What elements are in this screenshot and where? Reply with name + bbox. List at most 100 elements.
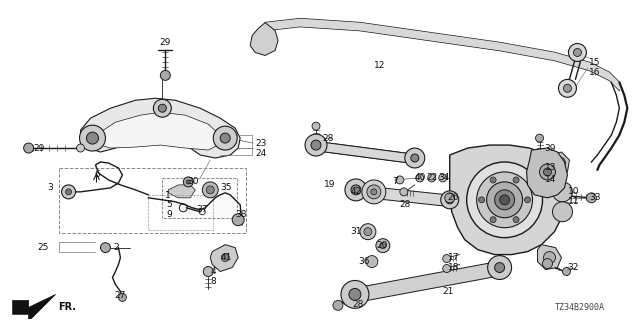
Circle shape [543,252,556,264]
Circle shape [380,243,386,249]
Circle shape [376,239,390,252]
Polygon shape [250,23,278,55]
Circle shape [77,144,84,152]
Text: 18: 18 [448,263,460,272]
Polygon shape [354,185,452,207]
Text: 9: 9 [166,210,172,219]
Polygon shape [430,33,500,51]
Circle shape [554,157,566,169]
Polygon shape [500,43,554,60]
Circle shape [536,134,543,142]
Bar [163,178,237,218]
Circle shape [563,268,570,276]
Bar [148,195,213,230]
Circle shape [490,217,496,223]
Text: 42: 42 [351,188,362,196]
Polygon shape [210,244,238,271]
Circle shape [213,126,237,150]
Text: TZ34B2900A: TZ34B2900A [554,303,604,312]
Text: 16: 16 [589,68,601,77]
Circle shape [362,180,386,204]
Text: 11: 11 [568,197,579,206]
Text: 5: 5 [166,200,172,209]
Text: 28: 28 [399,200,410,209]
Text: 4: 4 [210,267,216,276]
Circle shape [312,122,320,130]
Text: 31: 31 [351,227,362,236]
Text: 28: 28 [352,300,364,309]
Circle shape [439,174,447,182]
Text: 24: 24 [255,148,266,157]
Circle shape [428,174,436,182]
Circle shape [495,262,504,273]
Circle shape [400,188,408,196]
Circle shape [371,189,377,195]
Circle shape [79,125,106,151]
Circle shape [360,224,376,240]
Text: 33: 33 [589,193,601,202]
Circle shape [445,196,454,204]
Circle shape [586,193,596,203]
Circle shape [311,140,321,150]
Text: 37: 37 [196,205,208,214]
Circle shape [86,132,99,144]
Circle shape [186,180,190,184]
Circle shape [573,49,581,56]
Bar [59,168,246,233]
Circle shape [552,182,572,202]
Text: 1: 1 [164,191,170,200]
Polygon shape [314,141,417,164]
Circle shape [24,143,34,153]
Circle shape [366,256,378,268]
Polygon shape [353,261,502,302]
Text: 27: 27 [115,291,126,300]
Text: 3: 3 [47,183,52,192]
Circle shape [61,185,76,199]
Text: 20: 20 [376,241,388,250]
Polygon shape [100,112,220,150]
Circle shape [65,189,72,195]
Text: 7: 7 [392,177,398,187]
Text: 12: 12 [374,61,385,70]
Text: 15: 15 [589,58,601,67]
Text: 25: 25 [37,243,49,252]
Text: 41: 41 [220,253,232,262]
Circle shape [154,99,172,117]
Circle shape [333,300,343,310]
Circle shape [540,164,556,180]
Polygon shape [547,152,570,175]
Circle shape [445,193,454,203]
Circle shape [396,176,404,184]
Circle shape [161,70,170,80]
Circle shape [367,185,381,199]
Polygon shape [300,19,360,31]
Polygon shape [554,52,589,70]
Circle shape [158,104,166,112]
Circle shape [183,177,193,187]
Text: 19: 19 [323,180,335,189]
Circle shape [221,253,229,261]
Text: 40: 40 [414,173,426,182]
Polygon shape [589,62,609,80]
Circle shape [206,186,214,194]
Circle shape [345,179,367,201]
Polygon shape [13,294,56,320]
Circle shape [100,243,111,252]
Circle shape [467,162,543,238]
Circle shape [490,177,496,183]
Circle shape [305,134,327,156]
Circle shape [495,190,515,210]
Circle shape [411,154,419,162]
Circle shape [349,288,361,300]
Text: 22: 22 [426,173,437,182]
Text: 21: 21 [442,287,453,296]
Text: 30: 30 [188,177,199,187]
Circle shape [441,191,459,209]
Circle shape [543,259,552,268]
Circle shape [232,214,244,226]
Circle shape [479,197,484,203]
Circle shape [341,280,369,308]
Circle shape [364,228,372,236]
Polygon shape [81,98,240,158]
Circle shape [559,79,577,97]
